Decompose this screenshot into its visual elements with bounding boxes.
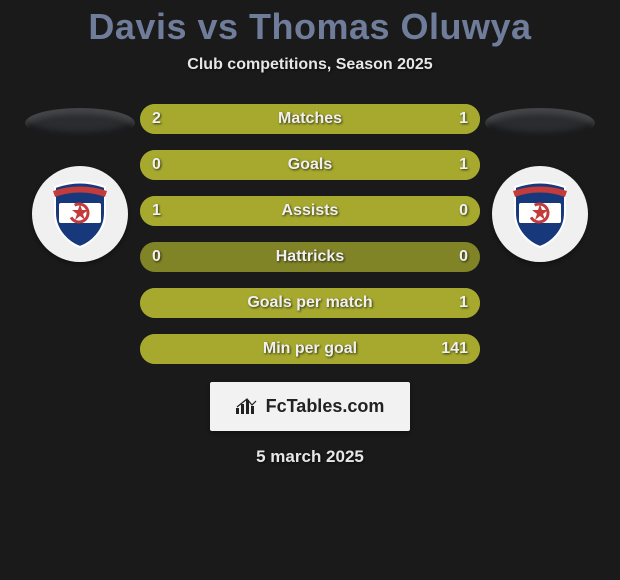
stat-left-value: 0 (152, 150, 161, 180)
stat-right-value: 1 (459, 104, 468, 134)
stat-row: 141Min per goal (140, 334, 480, 364)
club-shield-icon (505, 179, 575, 249)
chart-area: 21Matches01Goals10Assists00Hattricks1Goa… (0, 104, 620, 364)
stat-left-fill (140, 104, 367, 134)
brand-text: FcTables.com (266, 396, 385, 417)
stat-left-value: 0 (152, 242, 161, 272)
page-subtitle: Club competitions, Season 2025 (187, 56, 432, 74)
stat-label: Hattricks (140, 242, 480, 272)
right-player-column (480, 104, 600, 262)
left-platter (25, 108, 135, 138)
stat-row: 0 0Hattricks (140, 242, 480, 272)
stat-right-value: 141 (441, 334, 468, 364)
left-club-badge (32, 166, 128, 262)
stat-right-fill (140, 334, 480, 364)
stat-row: 21Matches (140, 104, 480, 134)
stat-left-value: 1 (152, 196, 161, 226)
stat-left-fill (140, 196, 480, 226)
stat-left-value: 2 (152, 104, 161, 134)
stat-right-value: 0 (459, 196, 468, 226)
club-shield-icon (45, 179, 115, 249)
stat-row: 01Goals (140, 150, 480, 180)
page-title: Davis vs Thomas Oluwya (88, 6, 531, 48)
right-club-badge (492, 166, 588, 262)
stat-row: 10Assists (140, 196, 480, 226)
brand-badge: FcTables.com (210, 382, 411, 431)
bar-chart-icon (236, 398, 258, 416)
stat-right-value: 1 (459, 150, 468, 180)
stat-right-value: 0 (459, 242, 468, 272)
stat-right-value: 1 (459, 288, 468, 318)
stat-bars: 21Matches01Goals10Assists00Hattricks1Goa… (140, 104, 480, 364)
comparison-infographic: Davis vs Thomas Oluwya Club competitions… (0, 0, 620, 580)
stat-left-fill (140, 150, 208, 180)
stat-right-fill (140, 288, 480, 318)
stat-right-fill (208, 150, 480, 180)
footer-date: 5 march 2025 (256, 447, 364, 467)
stat-row: 1Goals per match (140, 288, 480, 318)
left-player-column (20, 104, 140, 262)
right-platter (485, 108, 595, 138)
